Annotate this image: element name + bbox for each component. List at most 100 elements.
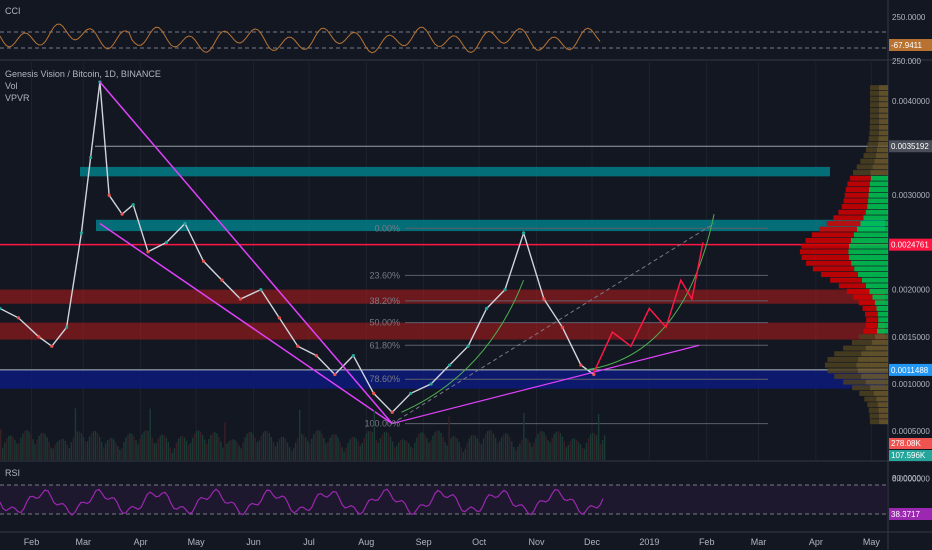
price-tick-5: 0.0005000 — [892, 427, 930, 436]
vpvr-bar-down-8 — [834, 373, 862, 379]
cci-tick-0: 250.0000 — [892, 13, 926, 22]
vpvr-bar-up-16 — [876, 328, 888, 334]
vpvr-bar-up-48 — [876, 147, 888, 153]
volume-bar-188 — [379, 438, 382, 460]
price-point-33 — [560, 325, 565, 329]
volume-bar-183 — [369, 430, 372, 460]
volume-bar-222 — [448, 416, 450, 460]
vpvr-bar-up-23 — [869, 288, 888, 294]
volume-bar-41 — [82, 437, 85, 460]
volume-bar-43 — [86, 441, 89, 460]
time-label-9: Nov — [528, 537, 545, 547]
price-tick-2: 0.0020000 — [892, 286, 930, 295]
volume-bar-137 — [276, 442, 279, 460]
volume-bar-242 — [488, 430, 491, 460]
vpvr-bar-down-7 — [843, 379, 866, 385]
rsi-pane-label: RSI — [5, 468, 21, 478]
vpvr-bar-down-53 — [869, 119, 879, 125]
zone-1 — [96, 219, 885, 232]
rsi-band-fill — [0, 485, 888, 514]
volume-bar-278 — [561, 436, 563, 460]
time-label-8: Oct — [472, 537, 487, 547]
volume-bar-20 — [40, 433, 42, 460]
volume-bar-148 — [298, 409, 301, 460]
volume-bar-131 — [264, 430, 267, 460]
volume-bar-12 — [24, 430, 26, 460]
volume-bar-263 — [531, 446, 533, 460]
volume-bar-204 — [412, 448, 414, 460]
volume-bar-177 — [357, 441, 359, 460]
volume-bar-50 — [101, 442, 103, 460]
volume-bar-254 — [513, 447, 515, 460]
volume-bar-181 — [365, 433, 368, 460]
vpvr-bar-down-59 — [869, 85, 879, 91]
volume-bar-3 — [6, 438, 8, 460]
volume-bar-2 — [4, 442, 6, 460]
price-badge-bg-1 — [889, 238, 932, 251]
volume-bar-194 — [391, 441, 394, 460]
volume-bar-230 — [464, 448, 466, 460]
volume-bar-233 — [470, 435, 473, 460]
volume-bar-172 — [347, 443, 349, 460]
volume-bar-277 — [559, 432, 561, 460]
volume-bar-92 — [185, 440, 188, 460]
time-label-0: Feb — [24, 537, 40, 547]
vpvr-bar-up-35 — [860, 221, 888, 227]
volume-bar-54 — [109, 437, 111, 460]
price-point-10 — [131, 203, 135, 207]
volume-bar-97 — [195, 430, 198, 460]
vpvr-bar-down-28 — [806, 260, 852, 266]
vpvr-bar-up-11 — [857, 356, 888, 362]
volume-bar-275 — [555, 431, 557, 460]
vpvr-bar-up-28 — [851, 260, 888, 266]
volume-bar-179 — [361, 442, 363, 460]
volume-bar-29 — [58, 440, 60, 460]
volume-bar-45 — [90, 432, 93, 460]
vpvr-bar-up-13 — [865, 345, 888, 351]
vpvr-bar-up-19 — [877, 311, 888, 317]
volume-bar-26 — [52, 448, 54, 460]
vpvr-bar-down-15 — [858, 334, 875, 340]
vpvr-bar-up-56 — [878, 102, 888, 108]
price-point-12 — [164, 240, 169, 245]
price-badge-bg-2 — [889, 363, 932, 376]
price-point-9 — [120, 212, 124, 216]
volume-bar-116 — [234, 439, 236, 460]
vpvr-bar-up-8 — [861, 373, 888, 379]
vpvr-bar-down-56 — [869, 102, 879, 108]
volume-bar-146 — [294, 442, 297, 460]
vpvr-bar-up-55 — [878, 107, 888, 113]
volume-bar-49 — [98, 436, 101, 460]
fib-label-5: 78.60% — [369, 374, 400, 384]
volume-bar-55 — [111, 437, 113, 460]
price-point-4 — [65, 325, 69, 329]
vpvr-bar-down-13 — [843, 345, 866, 351]
vpvr-bar-up-10 — [856, 362, 888, 368]
volume-bar-165 — [333, 433, 335, 460]
volume-bar-284 — [573, 438, 576, 460]
vpvr-bar-up-34 — [857, 226, 888, 232]
volume-bar-268 — [541, 430, 543, 460]
volume-bar-136 — [274, 446, 277, 460]
volume-bar-6 — [12, 436, 14, 460]
vpvr-bar-down-50 — [868, 136, 879, 142]
volume-bar-117 — [236, 442, 238, 460]
volume-bar-245 — [494, 438, 497, 460]
volume-bar-294 — [593, 433, 596, 460]
fib-label-2: 38.20% — [369, 296, 400, 306]
time-label-12: Feb — [699, 537, 715, 547]
vpvr-bar-down-45 — [856, 164, 873, 170]
vpvr-bar-down-58 — [869, 90, 879, 96]
projection-dashed-line — [391, 223, 715, 425]
volume-bar-255 — [515, 450, 517, 460]
price-point-35 — [592, 372, 596, 377]
volume-bar-13 — [26, 430, 28, 460]
volume-bar-52 — [105, 443, 107, 460]
volume-bar-59 — [119, 449, 121, 460]
price-badge-text-0: 0.0035192 — [891, 142, 929, 151]
volume-bar-57 — [115, 442, 117, 460]
volume-bar-38 — [76, 431, 79, 460]
volume-bar-39 — [78, 431, 81, 460]
volume-bar-109 — [220, 441, 222, 460]
